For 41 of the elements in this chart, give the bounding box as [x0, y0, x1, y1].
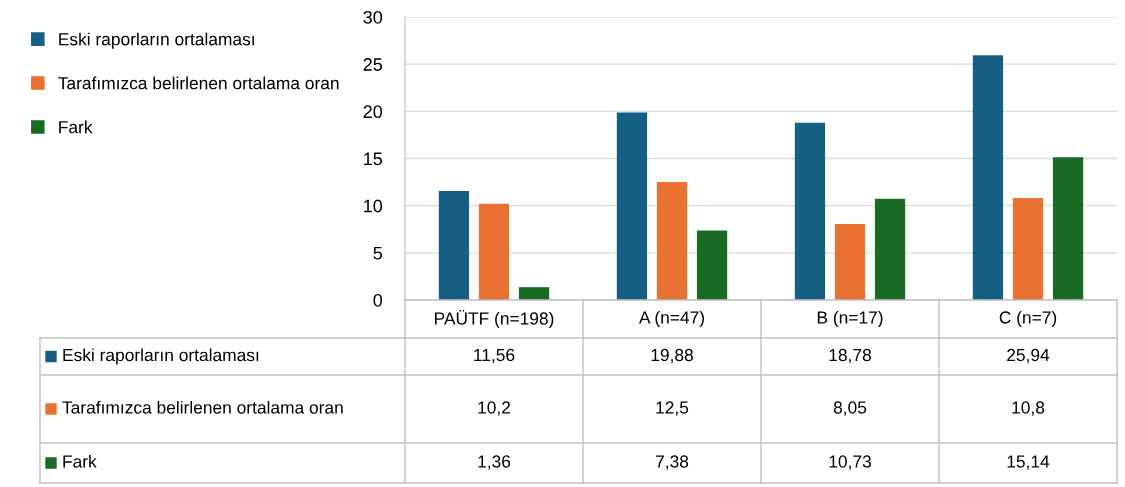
text: Eski raporların ortalaması: [63, 348, 259, 365]
x-tick-label: PAÜTF (n=198): [435, 309, 554, 329]
data-label: 11,56: [474, 348, 515, 364]
bar: [1012, 198, 1044, 300]
x-tick-label: C (n=7): [999, 310, 1057, 328]
bar: [972, 55, 1004, 300]
bar: [616, 112, 648, 300]
data-label: 10,73: [829, 455, 871, 470]
y-tick-label: 20: [363, 105, 383, 119]
bar: [794, 122, 826, 300]
data-label: 8,05: [833, 401, 867, 416]
text: Fark: [63, 454, 97, 468]
legend-label: Eski raporların ortalaması: [59, 32, 254, 49]
data-label: 25,94: [1007, 348, 1050, 364]
y-tick-label: 25: [363, 58, 383, 71]
x-tick-label: B (n=17): [817, 310, 883, 328]
legend-label: Fark: [59, 120, 93, 134]
y-tick-label: 0: [373, 293, 383, 307]
x-tick-label: A (n=47): [638, 310, 704, 328]
data-label: 19,88: [651, 348, 693, 364]
y-tick-label: 30: [363, 10, 383, 24]
bar: [518, 287, 550, 300]
text: Tarafımızca belirlenen ortalama oran: [62, 400, 343, 414]
data-label: 15,14: [1007, 455, 1050, 470]
y-tick-label: 15: [364, 152, 383, 166]
bar: [834, 224, 866, 300]
bar: [874, 198, 906, 300]
data-label: 7,38: [656, 455, 689, 470]
bar: [656, 182, 688, 300]
data-label: 10,2: [478, 401, 511, 416]
data-label: 10,8: [1012, 401, 1045, 416]
data-label: 18,78: [829, 348, 871, 364]
data-label: 1,36: [478, 455, 511, 470]
y-tick-label: 5: [373, 246, 383, 260]
bar: [438, 190, 470, 300]
bar: [1052, 157, 1084, 300]
y-tick-label: 10: [364, 199, 383, 213]
bar: [696, 230, 728, 300]
data-label: 12,5: [656, 401, 689, 416]
legend-label: Tarafımızca belirlenen ortalama oran: [58, 76, 339, 90]
bar: [478, 203, 510, 300]
